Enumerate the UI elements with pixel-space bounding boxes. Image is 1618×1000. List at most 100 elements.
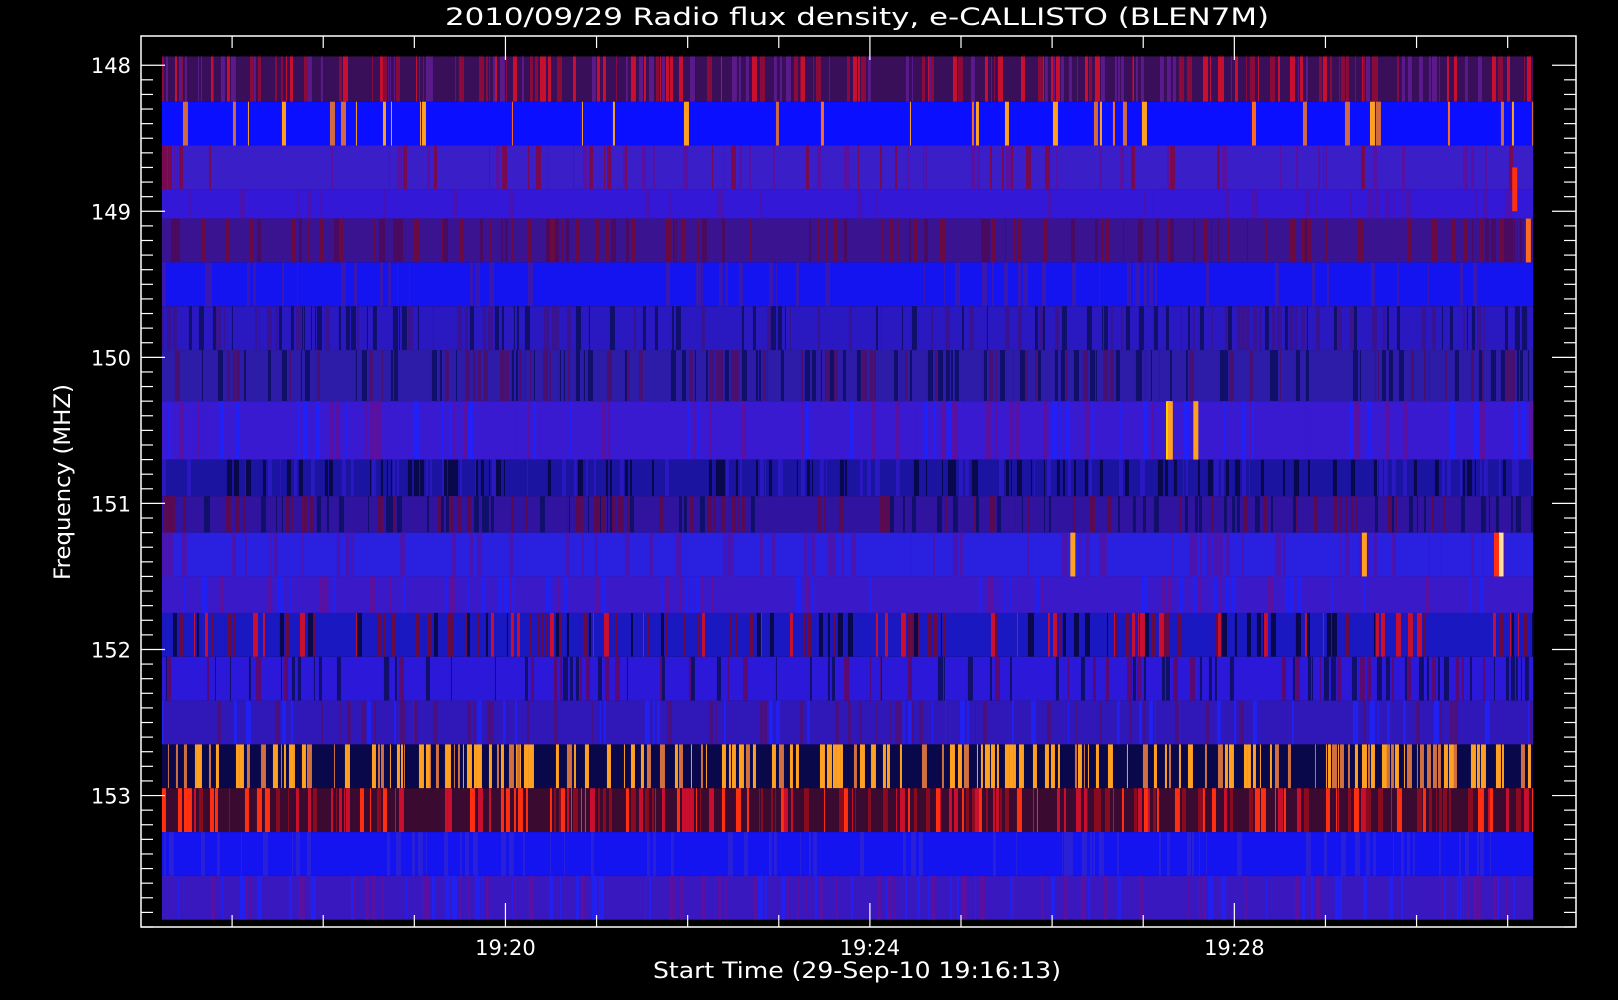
spectral-stripe bbox=[501, 306, 504, 351]
spectral-stripe bbox=[886, 612, 888, 657]
spectral-stripe bbox=[733, 350, 739, 402]
spectral-stripe bbox=[577, 459, 583, 497]
spectral-stripe bbox=[177, 788, 182, 833]
spectral-stripe bbox=[393, 700, 396, 745]
spectral-stripe bbox=[398, 656, 404, 701]
spectral-stripe bbox=[795, 576, 801, 613]
spectral-stripe bbox=[838, 496, 844, 533]
spectral-stripe bbox=[1448, 875, 1450, 920]
spectral-stripe bbox=[476, 612, 479, 657]
spectral-stripe bbox=[458, 218, 464, 263]
spectral-stripe bbox=[718, 350, 723, 402]
spectral-stripe bbox=[847, 700, 850, 745]
spectral-stripe bbox=[1205, 262, 1209, 307]
spectral-stripe bbox=[595, 576, 600, 613]
spectral-stripe bbox=[1338, 496, 1342, 533]
spectral-stripe bbox=[1466, 306, 1468, 351]
spectral-stripe bbox=[944, 496, 947, 533]
spectral-stripe bbox=[1412, 612, 1414, 657]
spectral-stripe bbox=[681, 350, 686, 402]
spectral-stripe bbox=[1400, 875, 1403, 920]
spectral-stripe bbox=[231, 532, 236, 577]
spectral-stripe bbox=[1323, 656, 1329, 701]
spectral-stripe bbox=[1143, 262, 1147, 307]
spectral-stripe bbox=[749, 218, 751, 263]
spectral-stripe bbox=[1041, 576, 1043, 613]
spectral-stripe bbox=[572, 56, 576, 102]
spectral-stripe bbox=[1283, 788, 1286, 833]
spectral-stripe bbox=[1153, 306, 1158, 351]
spectral-stripe bbox=[800, 56, 805, 102]
spectral-stripe bbox=[1056, 459, 1060, 497]
spectral-stripe bbox=[574, 744, 576, 789]
spectral-stripe bbox=[1122, 101, 1127, 146]
spectral-stripe bbox=[636, 612, 638, 657]
spectral-stripe bbox=[924, 145, 927, 190]
spectral-stripe bbox=[492, 56, 495, 102]
spectral-stripe bbox=[1344, 101, 1350, 146]
spectral-stripe bbox=[193, 788, 196, 833]
spectral-stripe bbox=[1431, 496, 1434, 533]
spectral-stripe bbox=[1372, 832, 1376, 876]
spectral-stripe bbox=[995, 612, 998, 657]
spectral-stripe bbox=[975, 101, 979, 146]
spectral-stripe bbox=[1043, 496, 1045, 533]
spectral-stripe bbox=[167, 401, 170, 460]
spectral-stripe bbox=[433, 612, 438, 657]
spectral-stripe bbox=[245, 700, 251, 745]
spectral-stripe bbox=[244, 532, 247, 577]
spectral-stripe bbox=[210, 612, 214, 657]
spectral-stripe bbox=[1375, 612, 1379, 657]
spectral-stripe bbox=[911, 700, 914, 745]
spectral-stripe bbox=[954, 262, 960, 307]
spectral-stripe bbox=[554, 218, 559, 263]
spectral-stripe bbox=[834, 700, 839, 745]
spectral-stripe bbox=[770, 306, 776, 351]
spectral-stripe bbox=[220, 350, 223, 402]
spectral-stripe bbox=[597, 788, 600, 833]
spectral-stripe bbox=[553, 656, 557, 701]
spectral-stripe bbox=[1377, 788, 1383, 833]
spectral-stripe bbox=[1141, 576, 1147, 613]
spectral-stripe bbox=[800, 350, 803, 402]
spectral-stripe bbox=[380, 459, 383, 497]
spectral-stripe bbox=[508, 744, 514, 789]
spectral-stripe bbox=[345, 788, 350, 833]
spectral-stripe bbox=[748, 612, 754, 657]
spectral-stripe bbox=[480, 576, 485, 613]
spectral-stripe bbox=[473, 700, 475, 745]
spectral-stripe bbox=[588, 306, 590, 351]
spectral-stripe bbox=[1332, 459, 1337, 497]
spectral-stripe bbox=[1315, 875, 1321, 920]
spectral-stripe bbox=[1496, 875, 1499, 920]
spectral-stripe bbox=[859, 459, 863, 497]
spectral-stripe bbox=[617, 496, 621, 533]
spectral-stripe bbox=[1284, 306, 1288, 351]
spectral-stripe bbox=[172, 612, 177, 657]
spectral-stripe bbox=[1406, 218, 1411, 263]
channel-row bbox=[161, 496, 1534, 533]
spectral-stripe bbox=[835, 875, 838, 920]
channel-row-base bbox=[161, 700, 1534, 745]
spectral-stripe bbox=[314, 306, 316, 351]
spectral-stripe bbox=[648, 56, 654, 102]
spectral-stripe bbox=[879, 656, 881, 701]
spectral-stripe bbox=[398, 306, 400, 351]
spectral-stripe bbox=[1067, 459, 1071, 497]
spectral-stripe bbox=[166, 306, 171, 351]
spectral-stripe bbox=[299, 875, 305, 920]
spectral-stripe bbox=[297, 656, 301, 701]
spectral-stripe bbox=[603, 700, 606, 745]
spectral-stripe bbox=[902, 496, 905, 533]
spectral-stripe bbox=[926, 612, 931, 657]
spectral-stripe bbox=[181, 56, 183, 102]
spectral-stripe bbox=[615, 56, 617, 102]
spectral-stripe bbox=[1228, 350, 1234, 402]
spectral-stripe bbox=[1270, 612, 1276, 657]
spectral-stripe bbox=[518, 350, 522, 402]
spectral-stripe bbox=[600, 401, 605, 460]
spectral-stripe bbox=[315, 401, 320, 460]
spectral-stripe bbox=[1470, 744, 1476, 789]
spectral-stripe bbox=[1340, 56, 1345, 102]
spectral-stripe bbox=[580, 788, 582, 833]
